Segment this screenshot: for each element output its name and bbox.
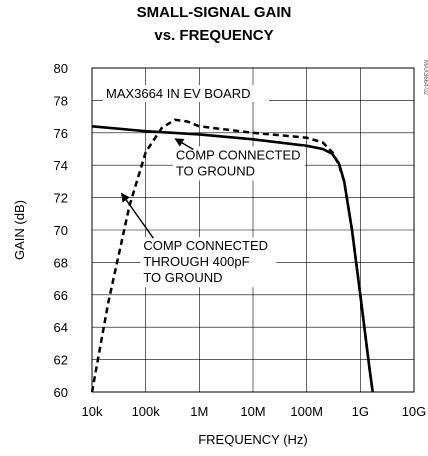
chart-subtitle: vs. FREQUENCY [154,27,274,44]
x-tick-label: 10G [402,404,427,419]
x-tick-label: 10M [240,404,265,419]
x-tick-label: 10k [82,404,103,419]
x-axis-label: FREQUENCY (Hz) [198,432,308,447]
y-tick-label: 76 [54,126,68,141]
annotation-400pf-line: THROUGH 400pF [143,254,249,269]
annotation-ground-bg [172,146,305,181]
y-axis-label: GAIN (dB) [12,200,27,260]
series-group [90,118,374,393]
y-tick-label: 60 [54,385,68,400]
chart-title: SMALL-SIGNAL GAIN [136,4,292,21]
annotation-ground-line: TO GROUND [176,163,255,178]
x-tick-label: 100k [132,404,161,419]
y-tick-label: 80 [54,61,68,76]
y-tick-label: 78 [54,93,68,108]
y-tick-label: 64 [54,320,68,335]
y-tick-label: 74 [54,158,68,173]
annotation-400pf-arrow [121,192,154,239]
board-label: MAX3664 IN EV BOARD [106,86,251,101]
y-tick-label: 70 [54,223,68,238]
board-label-bg [103,85,269,102]
y-tick-label: 68 [54,255,68,270]
y-tick-label: 66 [54,288,68,303]
annotation-400pf-line: COMP CONNECTED [143,238,268,253]
annotation-ground-line: COMP CONNECTED [176,147,301,162]
y-tick-label: 62 [54,353,68,368]
x-tick-label: 1G [352,404,369,419]
annotation-ground-arrow [174,138,194,151]
x-tick-label: 100M [290,404,323,419]
tick-labels: 60 62 64 66 68 70 72 74 76 78 80 10k 100k 1M 10M 100M 1G… [54,61,427,419]
annotation-400pf-line: TO GROUND [143,270,222,285]
figure-code: MAX3664-02 [422,60,428,96]
x-tick-label: 1M [190,404,208,419]
annotation-400pf-bg [140,237,277,288]
y-tick-label: 72 [54,191,68,206]
